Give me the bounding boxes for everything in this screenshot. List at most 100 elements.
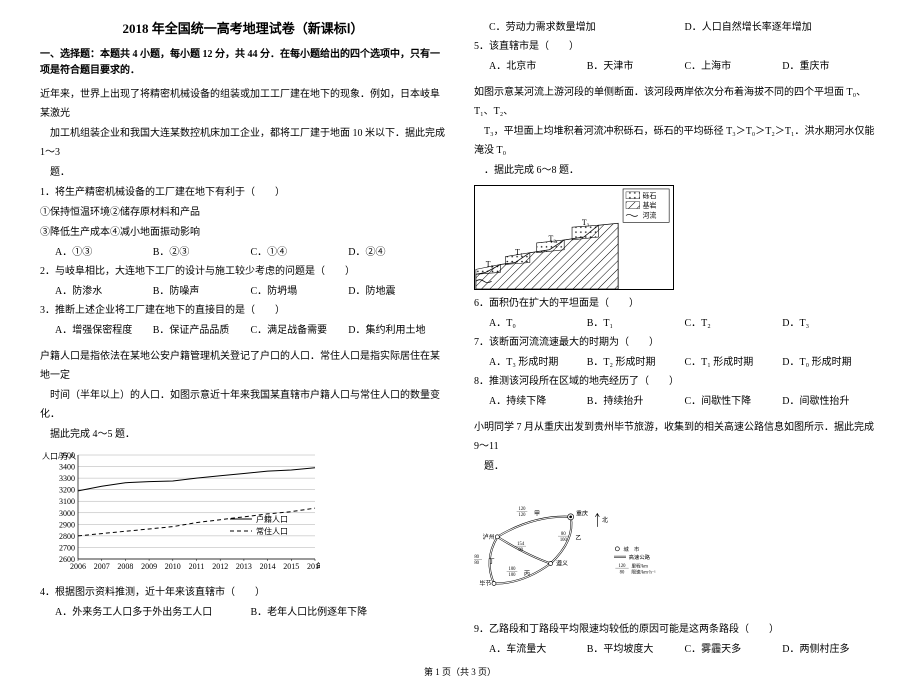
svg-text:80: 80 [474,561,479,566]
question-4: 4．根据图示资料推测，近十年来该直辖市（ ） [40,583,446,602]
question-3-options: A．增强保密程度 B．保证产品品质 C．满足战备需要 D．集约利用土地 [40,321,446,340]
q5-opt-d: D．重庆市 [782,57,880,76]
svg-text:毕节: 毕节 [479,580,491,588]
svg-text:甲: 甲 [534,511,540,518]
svg-text:T₂: T₂ [548,234,556,243]
svg-text:T₁: T₁ [515,248,523,257]
exam-title: 2018 年全国统一高考地理试卷（新课标Ⅰ） [40,18,446,37]
question-5-options: A．北京市 B．天津市 C．上海市 D．重庆市 [474,57,880,76]
svg-text:2012: 2012 [212,562,228,571]
svg-text:重庆: 重庆 [576,510,588,518]
q8-opt-a: A．持续下降 [489,392,587,411]
q8-opt-d: D．间歇性抬升 [782,392,880,411]
question-3: 3．推断上述企业将工厂建在地下的直接目的是（ ） [40,301,446,320]
q2-opt-d: D．防地震 [348,282,446,301]
q1-opt-c: C．①④ [251,243,349,262]
question-4-options-row2: C．劳动力需求数量增加 D．人口自然增长率逐年增加 [474,18,880,37]
svg-text:2010: 2010 [165,562,181,571]
intro-4-line1: 小明同学 7 月从重庆出发到贵州毕节旅游，收集到的相关高速公路信息如图所示．据此… [474,418,880,456]
q7-opt-a: A．T₃ 形成时期 [489,353,587,372]
intro-2-line1: 户籍人口是指依法在某地公安户籍管理机关登记了户口的人口．常住人口是指实际居住在某… [40,347,446,385]
svg-text:基岩: 基岩 [643,201,657,210]
svg-text:丁: 丁 [489,559,495,566]
highway-map: 甲120120乙80100丙100100丁808015480重庆泸州遵义毕节北城… [474,481,674,616]
svg-text:2007: 2007 [94,562,110,571]
q5-opt-c: C．上海市 [685,57,783,76]
svg-text:河流: 河流 [643,210,657,219]
svg-text:2900: 2900 [59,520,75,529]
question-8-options: A．持续下降 B．持续抬升 C．间歇性下降 D．间歇性抬升 [474,392,880,411]
q6-opt-c: C．T₂ [685,314,783,333]
terrace-diagram: T₀T₁T₂T₃砾石基岩河流 [474,185,674,290]
question-1-options: A．①③ B．②③ C．①④ D．②④ [40,243,446,262]
svg-text:泸州: 泸州 [483,533,495,541]
svg-text:T₀: T₀ [486,259,494,268]
svg-text:80: 80 [620,571,625,576]
svg-text:80: 80 [518,548,523,553]
svg-text:2009: 2009 [141,562,157,571]
svg-text:T₃: T₃ [582,218,590,227]
svg-text:2800: 2800 [59,532,75,541]
svg-text:3000: 3000 [59,509,75,518]
question-1: 1．将生产精密机械设备的工厂建在地下有利于（ ） [40,183,446,202]
q8-opt-b: B．持续抬升 [587,392,685,411]
svg-text:遵义: 遵义 [556,560,568,568]
svg-text:2008: 2008 [117,562,133,571]
q3-opt-c: C．满足战备需要 [251,321,349,340]
svg-text:2015: 2015 [283,562,299,571]
q3-opt-d: D．集约利用土地 [348,321,446,340]
intro-4-line2: 题． [474,457,880,476]
svg-text:2006: 2006 [70,562,86,571]
svg-text:3500: 3500 [59,451,75,460]
svg-text:北: 北 [602,516,608,524]
question-4-options-row1: A．外来务工人口多于外出务工人口 B．老年人口比例逐年下降 [40,603,446,622]
question-2: 2．与岐阜相比，大连地下工厂的设计与施工较少考虑的问题是（ ） [40,262,446,281]
intro-1-line3: 题． [40,163,446,182]
svg-text:2014: 2014 [260,562,276,571]
q6-opt-b: B．T₁ [587,314,685,333]
section-1-heading: 一、选择题：本题共 4 小题，每小题 12 分，共 44 分．在每小题给出的四个… [40,47,446,79]
q6-opt-a: A．T₀ [489,314,587,333]
question-7: 7．该断面河流流速最大的时期为（ ） [474,333,880,352]
q6-opt-d: D．T₃ [782,314,880,333]
svg-text:2013: 2013 [236,562,252,571]
q1-opt-d: D．②④ [348,243,446,262]
svg-text:3200: 3200 [59,486,75,495]
q3-opt-b: B．保证产品品质 [153,321,251,340]
q7-opt-b: B．T₂ 形成时期 [587,353,685,372]
svg-text:3300: 3300 [59,474,75,483]
intro-2-line2: 时间（半年以上）的人口．如图示意近十年来我国某直辖市户籍人口与常住人口的数量变化… [40,386,446,424]
q3-opt-a: A．增强保密程度 [55,321,153,340]
svg-text:100: 100 [560,538,568,543]
question-2-options: A．防渗水 B．防噪声 C．防坍塌 D．防地震 [40,282,446,301]
svg-text:3400: 3400 [59,463,75,472]
svg-text:2700: 2700 [59,543,75,552]
svg-text:2011: 2011 [189,562,205,571]
question-1-sub2: ③降低生产成本④减小地面振动影响 [40,223,446,242]
question-6-options: A．T₀ B．T₁ C．T₂ D．T₃ [474,314,880,333]
q4-opt-c: C．劳动力需求数量增加 [489,18,685,37]
intro-3-line1: 如图示意某河流上游河段的单侧断面．该河段两岸依次分布着海拔不同的四个平坦面 T₀… [474,83,880,121]
question-8: 8．推测该河段所在区域的地壳经历了（ ） [474,372,880,391]
svg-text:限速/km·h⁻¹: 限速/km·h⁻¹ [631,569,656,576]
intro-1-line1: 近年来，世界上出现了将精密机械设备的组装或加工工厂建在地下的现象．例如，日本岐阜… [40,85,446,123]
q5-opt-b: B．天津市 [587,57,685,76]
question-9: 9．乙路段和丁路段平均限速均较低的原因可能是这两条路段（ ） [474,620,880,639]
q7-opt-d: D．T₀ 形成时期 [782,353,880,372]
question-1-sub1: ①保持恒温环境②储存原材料和产品 [40,203,446,222]
q1-opt-a: A．①③ [55,243,153,262]
svg-text:3100: 3100 [59,497,75,506]
question-6: 6．面积仍在扩大的平坦面是（ ） [474,294,880,313]
q2-opt-b: B．防噪声 [153,282,251,301]
q8-opt-c: C．间歇性下降 [685,392,783,411]
intro-3-line3: ．据此完成 6～8 题． [474,161,880,180]
q4-opt-b: B．老年人口比例逐年下降 [251,603,447,622]
intro-3-line2: T₃，平坦面上均堆积着河流冲积砾石，砾石的平均砾径 T₃＞T₀＞T₂＞T₁．洪水… [474,122,880,160]
svg-text:年: 年 [316,561,320,571]
svg-text:100: 100 [509,573,517,578]
svg-text:常住人口: 常住人口 [256,526,288,536]
svg-text:120: 120 [519,513,527,518]
svg-text:城 市: 城 市 [623,545,640,553]
q7-opt-c: C．T₁ 形成时期 [685,353,783,372]
page-footer: 第 1 页（共 3 页） [40,665,880,678]
